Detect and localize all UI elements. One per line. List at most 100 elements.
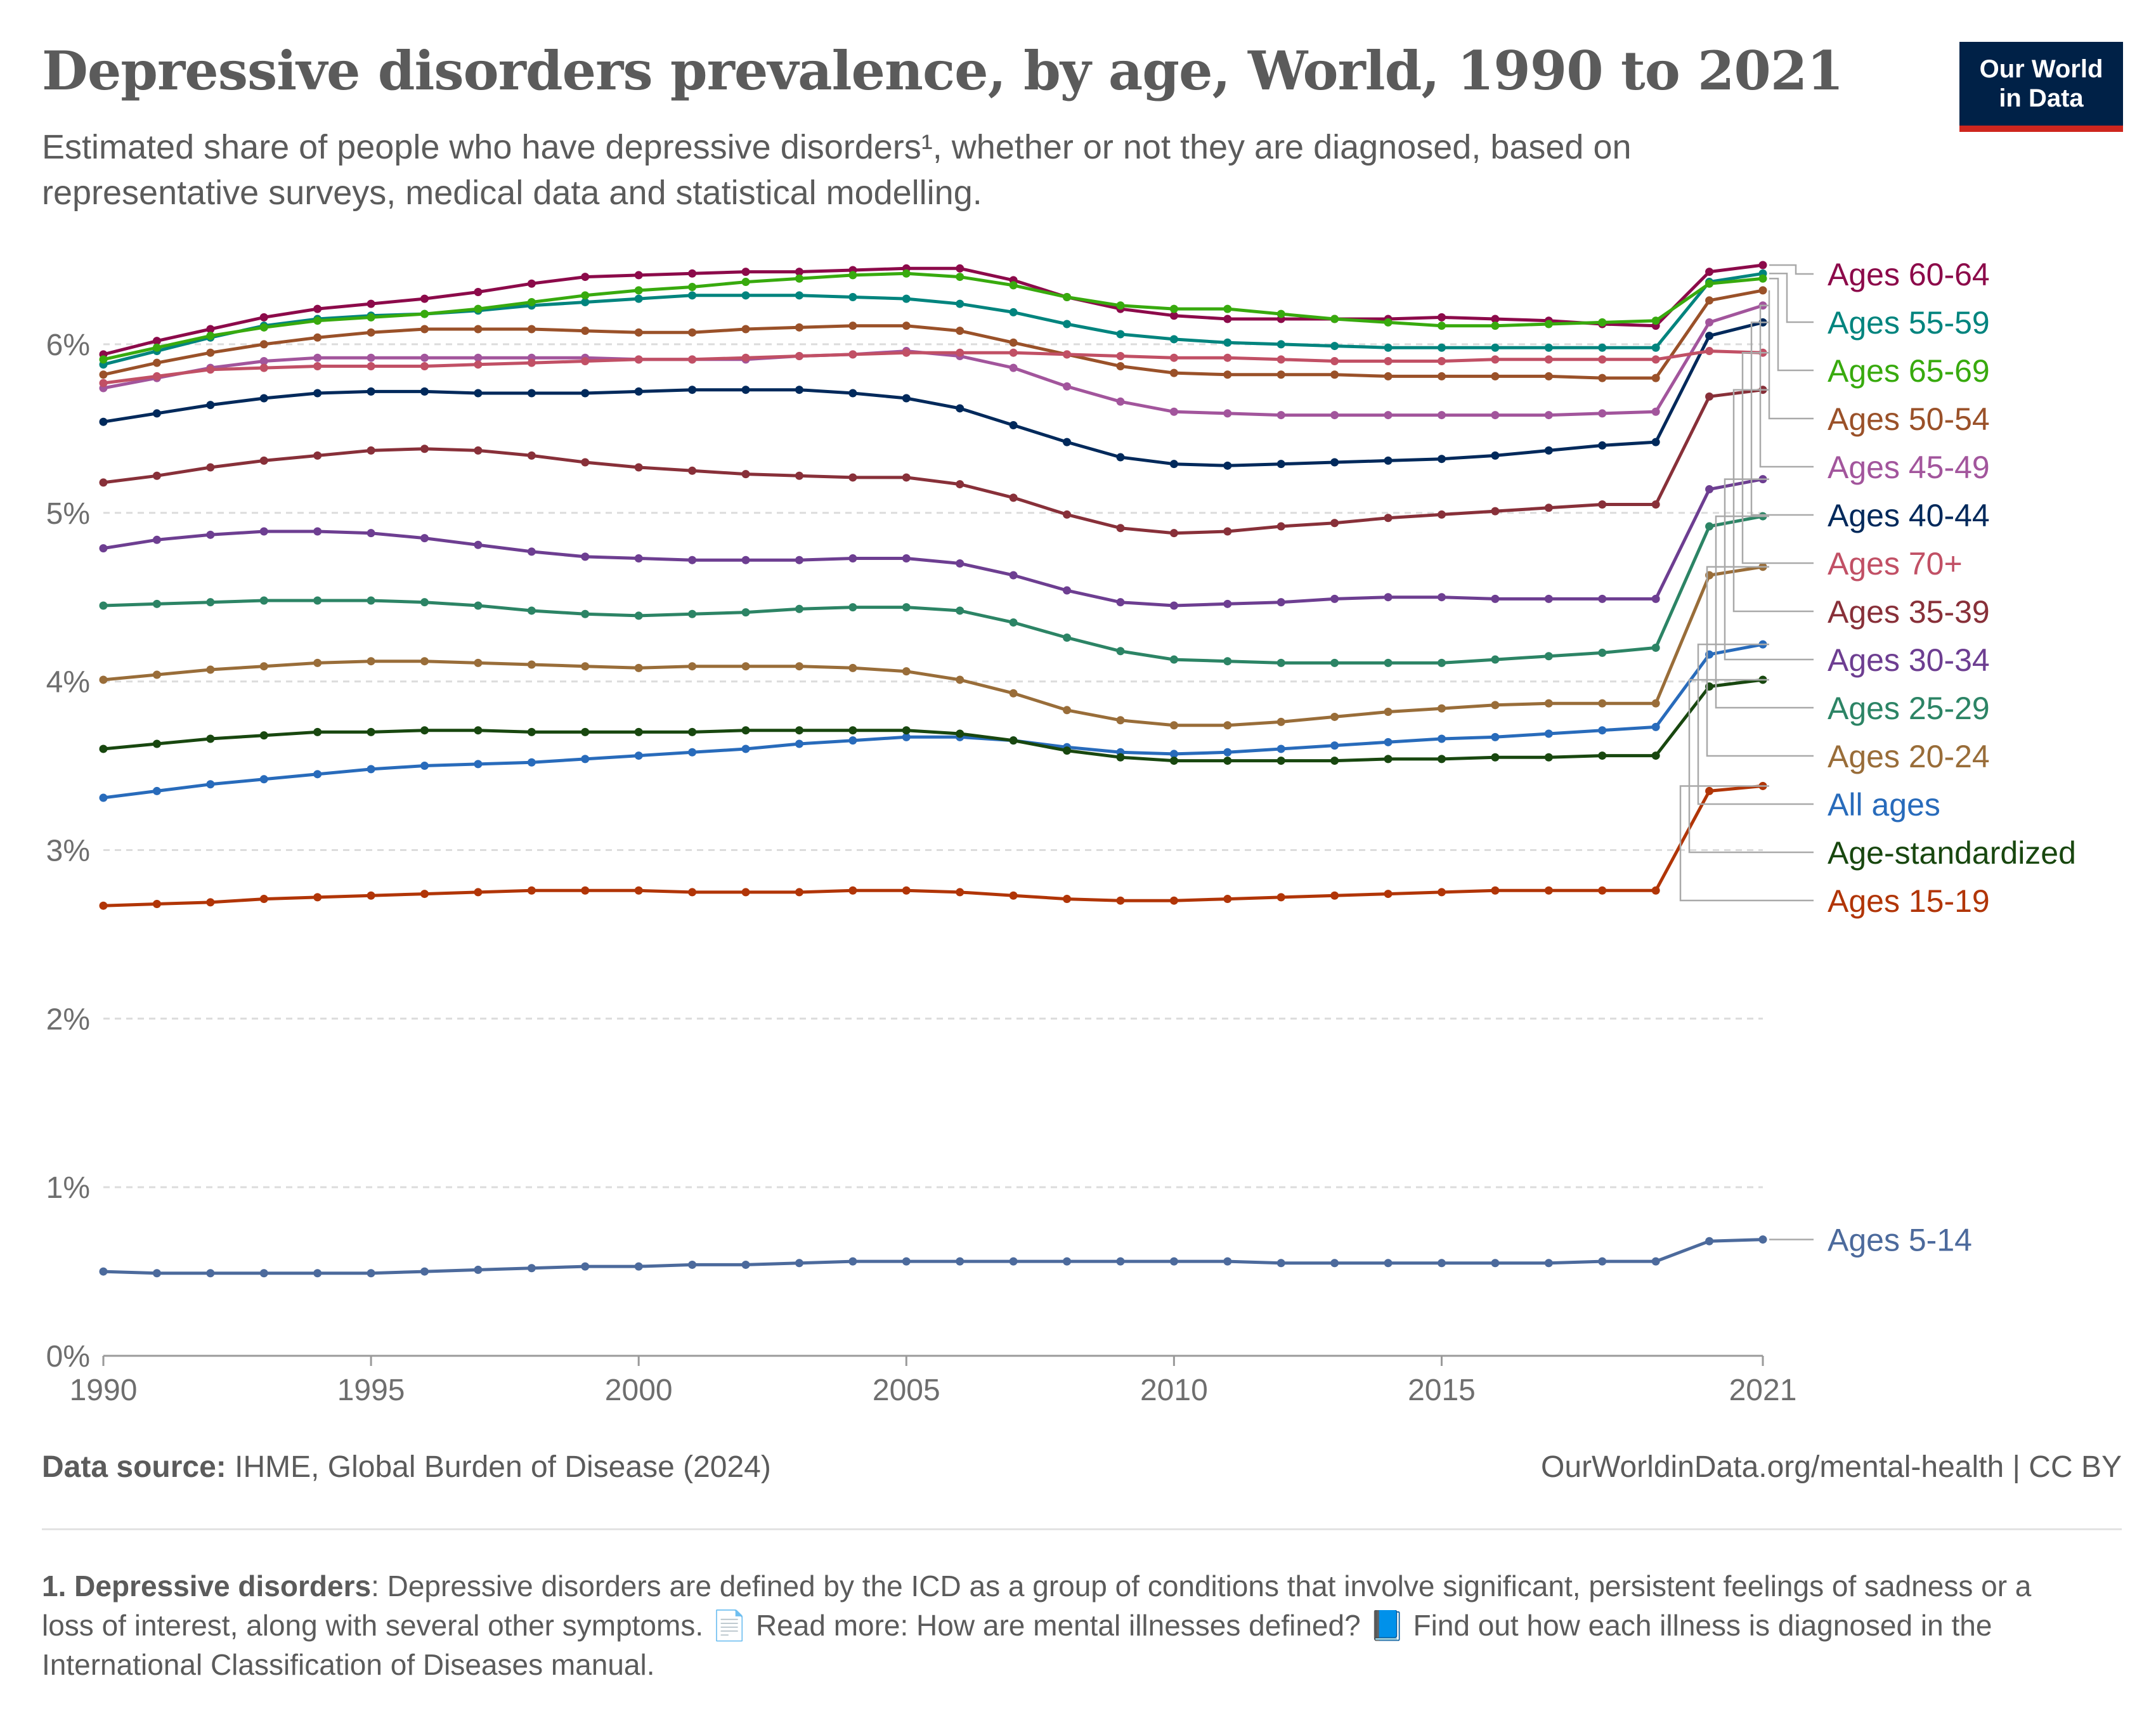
series-line[interactable] (103, 263, 1763, 356)
data-point (474, 601, 483, 610)
data-point (581, 886, 590, 895)
data-point (1276, 1259, 1285, 1268)
data-point (688, 269, 697, 278)
series-line[interactable] (103, 565, 1763, 727)
data-point (1598, 1257, 1607, 1266)
data-point (741, 726, 750, 735)
legend-label[interactable]: Ages 40-44 (1828, 498, 1990, 533)
data-point (1009, 736, 1018, 745)
data-point (902, 554, 911, 563)
series-line[interactable] (103, 1238, 1763, 1275)
series-line[interactable] (103, 514, 1763, 665)
series-line[interactable] (103, 642, 1763, 800)
data-point (1169, 304, 1178, 313)
data-point (634, 463, 643, 472)
legend-label[interactable]: Ages 70+ (1828, 546, 1963, 582)
series-line[interactable] (103, 478, 1763, 608)
legend-label[interactable]: Ages 20-24 (1828, 739, 1990, 774)
series-line[interactable] (103, 784, 1763, 907)
series-line[interactable] (103, 320, 1763, 467)
data-point (1437, 372, 1446, 380)
data-point (474, 389, 483, 398)
data-point (1223, 370, 1232, 379)
data-point (1223, 757, 1232, 765)
data-point (581, 727, 590, 736)
data-point (420, 387, 429, 396)
owid-logo[interactable]: Our World in Data (1959, 42, 2123, 132)
data-point (956, 348, 964, 357)
series-line[interactable] (103, 289, 1763, 380)
data-point (1330, 458, 1339, 467)
data-point (795, 386, 803, 394)
legend-label[interactable]: Ages 25-29 (1828, 691, 1990, 726)
data-point (1330, 741, 1339, 750)
data-point (956, 559, 964, 568)
data-point (1063, 895, 1072, 904)
data-point (848, 389, 857, 398)
legend-label[interactable]: Ages 60-64 (1828, 257, 1990, 292)
legend-connector (1679, 785, 1814, 902)
legend-connector (1732, 389, 1814, 613)
data-point (420, 361, 429, 370)
legend-label[interactable]: Ages 45-49 (1828, 450, 1990, 485)
data-point (367, 657, 375, 666)
data-point (1116, 647, 1125, 656)
data-point (206, 598, 215, 607)
data-point (99, 355, 108, 364)
data-point (848, 603, 857, 612)
data-point (152, 372, 161, 380)
data-point (956, 327, 964, 335)
data-point (367, 361, 375, 370)
footer-url[interactable]: OurWorldinData.org/mental-health | CC BY (1541, 1450, 2122, 1484)
legend-label[interactable]: Age-standardized (1828, 835, 2076, 871)
data-point (313, 333, 322, 342)
series-line[interactable] (103, 388, 1763, 535)
legend-label[interactable]: Ages 15-19 (1828, 883, 1990, 919)
data-point (795, 888, 803, 897)
legend-label[interactable]: Ages 65-69 (1828, 353, 1990, 389)
data-point (1116, 896, 1125, 905)
series-line[interactable] (103, 678, 1763, 763)
data-point (581, 552, 590, 561)
legend-label[interactable]: Ages 55-59 (1828, 305, 1990, 341)
data-point (313, 658, 322, 667)
data-point (1276, 355, 1285, 364)
data-point (902, 473, 911, 482)
data-point (1544, 699, 1553, 708)
data-point (581, 662, 590, 671)
legend-label[interactable]: Ages 30-34 (1828, 642, 1990, 678)
data-point (795, 662, 803, 671)
legend-label[interactable]: Ages 5-14 (1828, 1223, 1972, 1258)
data-point (1544, 343, 1553, 352)
data-point (1544, 594, 1553, 603)
data-point (634, 294, 643, 303)
data-point (1009, 689, 1018, 698)
data-point (1276, 744, 1285, 753)
y-tick-label: 0% (46, 1340, 90, 1374)
series-line[interactable] (103, 349, 1763, 385)
data-point (688, 609, 697, 618)
data-point (99, 901, 108, 910)
data-point (1598, 751, 1607, 760)
data-point (527, 727, 536, 736)
data-point (259, 357, 268, 366)
data-point (1116, 598, 1125, 607)
source-text[interactable]: IHME, Global Burden of Disease (2024) (235, 1450, 771, 1484)
data-point (1491, 451, 1500, 460)
data-point (1330, 357, 1339, 366)
legend-labels[interactable]: Ages 60-64 Ages 55-59 Ages 65-69 Ages 50-54… (1679, 257, 2076, 1258)
footnote-title: 1. Depressive disorders (42, 1570, 372, 1602)
legend-label[interactable]: Ages 35-39 (1828, 594, 1990, 630)
data-point (1116, 524, 1125, 533)
legend-label[interactable]: Ages 50-54 (1828, 401, 1990, 437)
data-point (259, 662, 268, 671)
data-point (1063, 320, 1072, 328)
data-point (367, 727, 375, 736)
data-point (795, 726, 803, 735)
data-point (848, 271, 857, 280)
data-point (1651, 1257, 1660, 1266)
data-point (152, 409, 161, 418)
legend-label[interactable]: All ages (1828, 787, 1940, 822)
series-line[interactable] (103, 271, 1763, 361)
data-point (1651, 343, 1660, 352)
